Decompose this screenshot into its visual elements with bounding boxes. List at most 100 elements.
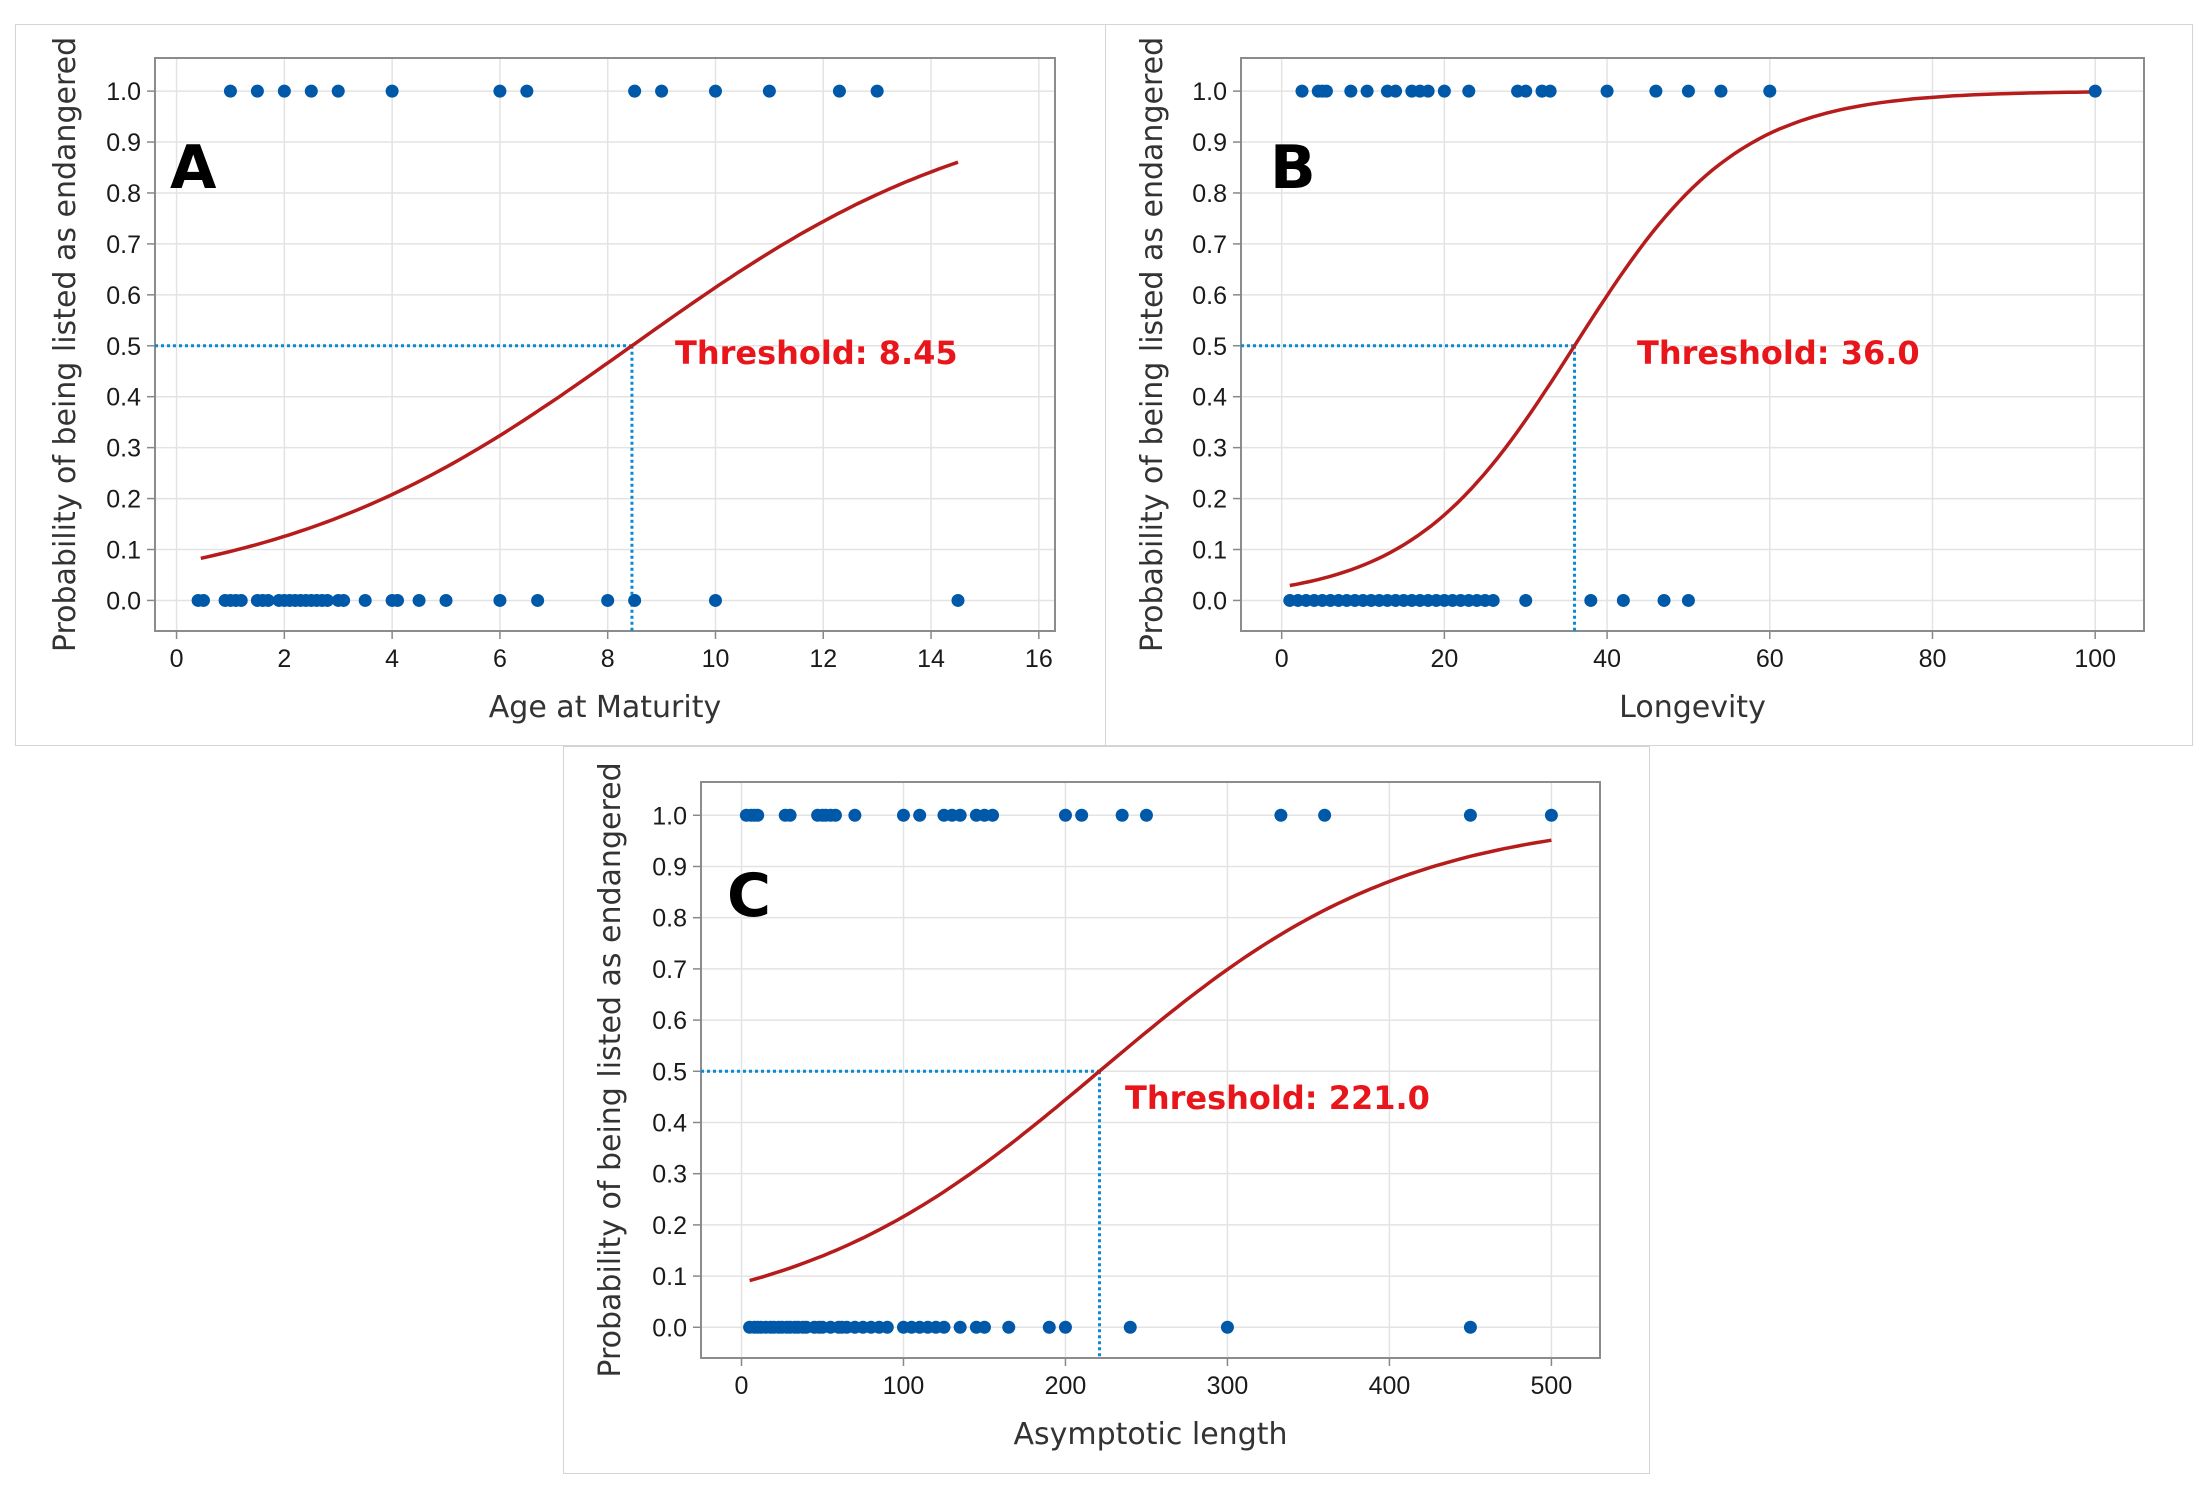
- panel-c-y-tick-label: 0.0: [652, 1314, 687, 1342]
- panel-c-data-point-listed: [1115, 808, 1129, 822]
- panel-a-y-tick-label: 0.7: [106, 231, 141, 259]
- panel-c-y-tick-label: 0.3: [652, 1161, 687, 1189]
- panel-b-y-tick-label: 0.5: [1192, 333, 1227, 361]
- panel-b-x-tick-label: 80: [1919, 645, 1947, 673]
- panel-b-y-tick-label: 0.4: [1192, 384, 1227, 412]
- panel-a-data-point-listed: [628, 84, 642, 98]
- panel-c-data-point-not-listed: [1058, 1320, 1072, 1334]
- panel-a-x-axis-label: Age at Maturity: [489, 690, 721, 725]
- panel-a-y-axis-label: Probability of being listed as endangere…: [48, 37, 83, 652]
- panel-c-data-point-listed: [1139, 808, 1153, 822]
- panel-a-data-point-not-listed: [391, 593, 405, 607]
- panel-a-data-point-listed: [870, 84, 884, 98]
- panel-a-frame: [15, 24, 1109, 746]
- panel-c-threshold-annotation: Threshold: 221.0: [1125, 1079, 1430, 1117]
- panel-a-data-point-listed: [250, 84, 264, 98]
- panel-a-letter: A: [170, 133, 217, 203]
- panel-a-y-tick-label: 0.8: [106, 180, 141, 208]
- panel-c-data-point-not-listed: [977, 1320, 991, 1334]
- panel-c-y-tick-label: 0.5: [652, 1058, 687, 1086]
- panel-c-data-point-listed: [953, 808, 967, 822]
- panel-c-y-tick-label: 0.9: [652, 853, 687, 881]
- panel-c-y-tick-label: 0.7: [652, 956, 687, 984]
- panel-b-data-point-listed: [1649, 84, 1663, 98]
- panel-a-data-point-not-listed: [493, 593, 507, 607]
- panel-a-y-tick-label: 0.6: [106, 282, 141, 310]
- panel-b-x-tick-label: 40: [1593, 645, 1621, 673]
- panel-b-data-point-listed: [2088, 84, 2102, 98]
- panel-a-logistic-curve: [200, 160, 959, 561]
- panel-c-x-tick-label: 200: [1045, 1372, 1087, 1400]
- panel-b-logistic-curve: [1289, 90, 2096, 588]
- panel-b-x-tick-label: 20: [1430, 645, 1458, 673]
- panel-a-y-tick-label: 0.0: [106, 587, 141, 615]
- panel-a-x-tick-label: 4: [385, 645, 399, 673]
- panel-c-data-point-not-listed: [1002, 1320, 1016, 1334]
- panel-a-data-point-listed: [493, 84, 507, 98]
- panel-a-data-point-not-listed: [358, 593, 372, 607]
- panel-a-y-tick-label: 0.3: [106, 435, 141, 463]
- panel-a-x-tick-label: 12: [809, 645, 837, 673]
- panel-a-data-point-listed: [655, 84, 669, 98]
- panel-a-data-point-not-listed: [412, 593, 426, 607]
- panel-b-data-point-not-listed: [1681, 593, 1695, 607]
- panel-c-data-point-listed: [913, 808, 927, 822]
- panel-a-data-point-not-listed: [601, 593, 615, 607]
- panel-a-y-tick-label: 0.9: [106, 129, 141, 157]
- panel-c-x-tick-label: 500: [1531, 1372, 1573, 1400]
- panel-b-data-point-listed: [1543, 84, 1557, 98]
- panel-b-y-tick-label: 0.6: [1192, 282, 1227, 310]
- panel-b-x-tick-label: 100: [2074, 645, 2116, 673]
- panel-c-data-point-listed: [783, 808, 797, 822]
- panel-a-y-tick-label: 1.0: [106, 78, 141, 106]
- panel-a-x-tick-label: 6: [493, 645, 507, 673]
- panel-a-data-point-not-listed: [531, 593, 545, 607]
- panel-b-x-tick-label: 60: [1756, 645, 1784, 673]
- panel-b-y-tick-label: 0.0: [1192, 587, 1227, 615]
- panel-a-y-tick-label: 0.5: [106, 333, 141, 361]
- panel-b: 0 20 40 60 80 100 0.0 0.1 0.2 0.3 0.4 0.5 0.6 0.7 0.8 0…: [1135, 37, 2145, 725]
- panel-c-y-axis-label: Probability of being listed as endangere…: [593, 762, 628, 1377]
- panel-a-data-point-listed: [708, 84, 722, 98]
- panel-b-data-point-listed: [1763, 84, 1777, 98]
- panel-c-frame: [563, 746, 1650, 1474]
- panel-c-x-tick-label: 100: [883, 1372, 925, 1400]
- panel-c-y-tick-label: 0.2: [652, 1212, 687, 1240]
- panel-a-data-point-not-listed: [951, 593, 965, 607]
- panel-b-data-point-not-listed: [1584, 593, 1598, 607]
- panel-c-data-point-not-listed: [953, 1320, 967, 1334]
- panel-c-data-point-listed: [848, 808, 862, 822]
- panel-c-data-point-listed: [1075, 808, 1089, 822]
- panel-b-letter: B: [1270, 133, 1316, 203]
- panel-a-data-point-listed: [331, 84, 345, 98]
- panel-a-x-tick-label: 10: [702, 645, 730, 673]
- panel-b-y-tick-label: 0.9: [1192, 129, 1227, 157]
- panel-c-y-tick-label: 0.4: [652, 1109, 687, 1137]
- panel-b-frame: [1105, 24, 2193, 746]
- panel-a-data-point-listed: [304, 84, 318, 98]
- panel-b-data-point-not-listed: [1519, 593, 1533, 607]
- panel-c-data-point-listed: [1544, 808, 1558, 822]
- panel-b-y-tick-label: 0.3: [1192, 435, 1227, 463]
- panel-c-data-point-listed: [986, 808, 1000, 822]
- panel-a-data-point-not-listed: [708, 593, 722, 607]
- panel-a-y-tick-label: 0.4: [106, 384, 141, 412]
- panel-c-y-tick-label: 0.6: [652, 1007, 687, 1035]
- panel-a-x-tick-label: 14: [917, 645, 945, 673]
- panel-b-data-point-listed: [1462, 84, 1476, 98]
- panel-c-y-tick-label: 0.8: [652, 905, 687, 933]
- panel-a-x-tick-label: 8: [601, 645, 615, 673]
- panel-b-y-axis-label: Probability of being listed as endangere…: [1135, 37, 1170, 652]
- panel-a-data-point-not-listed: [261, 593, 275, 607]
- panel-c-x-tick-label: 0: [735, 1372, 749, 1400]
- panel-a-data-point-listed: [520, 84, 534, 98]
- panel-c-data-point-not-listed: [1463, 1320, 1477, 1334]
- panel-a-data-point-listed: [277, 84, 291, 98]
- panel-c-x-tick-label: 400: [1369, 1372, 1411, 1400]
- panel-a-data-point-not-listed: [439, 593, 453, 607]
- panel-a: 0 2 4 6 8 10 12 14 16 0.0 0.1 0.2 0.3 0.4 0.5 0.6 0.7 0.8…: [48, 37, 1056, 725]
- panel-c-data-point-listed: [1274, 808, 1288, 822]
- panel-a-data-point-listed: [832, 84, 846, 98]
- panel-a-data-point-not-listed: [234, 593, 248, 607]
- panel-a-x-tick-label: 16: [1025, 645, 1053, 673]
